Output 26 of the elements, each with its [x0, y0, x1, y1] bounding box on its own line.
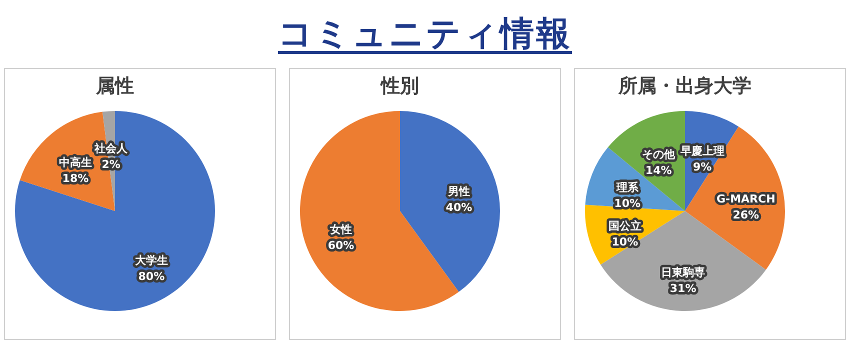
- data-label: 31%: [670, 282, 696, 295]
- data-label: 80%: [138, 270, 165, 284]
- data-label: 60%: [328, 239, 354, 252]
- slice-label: その他: [642, 148, 676, 161]
- data-label: 2%: [102, 158, 120, 172]
- chart-title: 性別: [380, 75, 419, 97]
- slice-label: G-MARCH: [716, 192, 776, 206]
- data-label: 9%: [692, 160, 712, 174]
- slice-label: 中高生: [58, 156, 92, 170]
- pie-slice: [400, 111, 500, 292]
- data-label: 10%: [614, 197, 641, 210]
- data-label: 40%: [446, 200, 472, 214]
- data-label: 18%: [62, 172, 89, 186]
- data-label: 26%: [732, 208, 760, 222]
- slice-label: 大学生: [134, 254, 168, 268]
- data-label: 14%: [645, 164, 672, 177]
- slice-label: 理系: [615, 181, 640, 194]
- slice-label: 日東駒専: [661, 266, 706, 279]
- text: コミュニティ情報: [278, 13, 572, 56]
- chart-title: 属性: [95, 75, 134, 97]
- pie-slice: [15, 111, 215, 311]
- chart-title: 所属・出身大学: [618, 75, 752, 97]
- data-label: 10%: [612, 235, 638, 248]
- slice-label: 国公立: [608, 219, 642, 232]
- slice-label: 女性: [329, 223, 352, 236]
- slice-label: 男性: [446, 184, 470, 198]
